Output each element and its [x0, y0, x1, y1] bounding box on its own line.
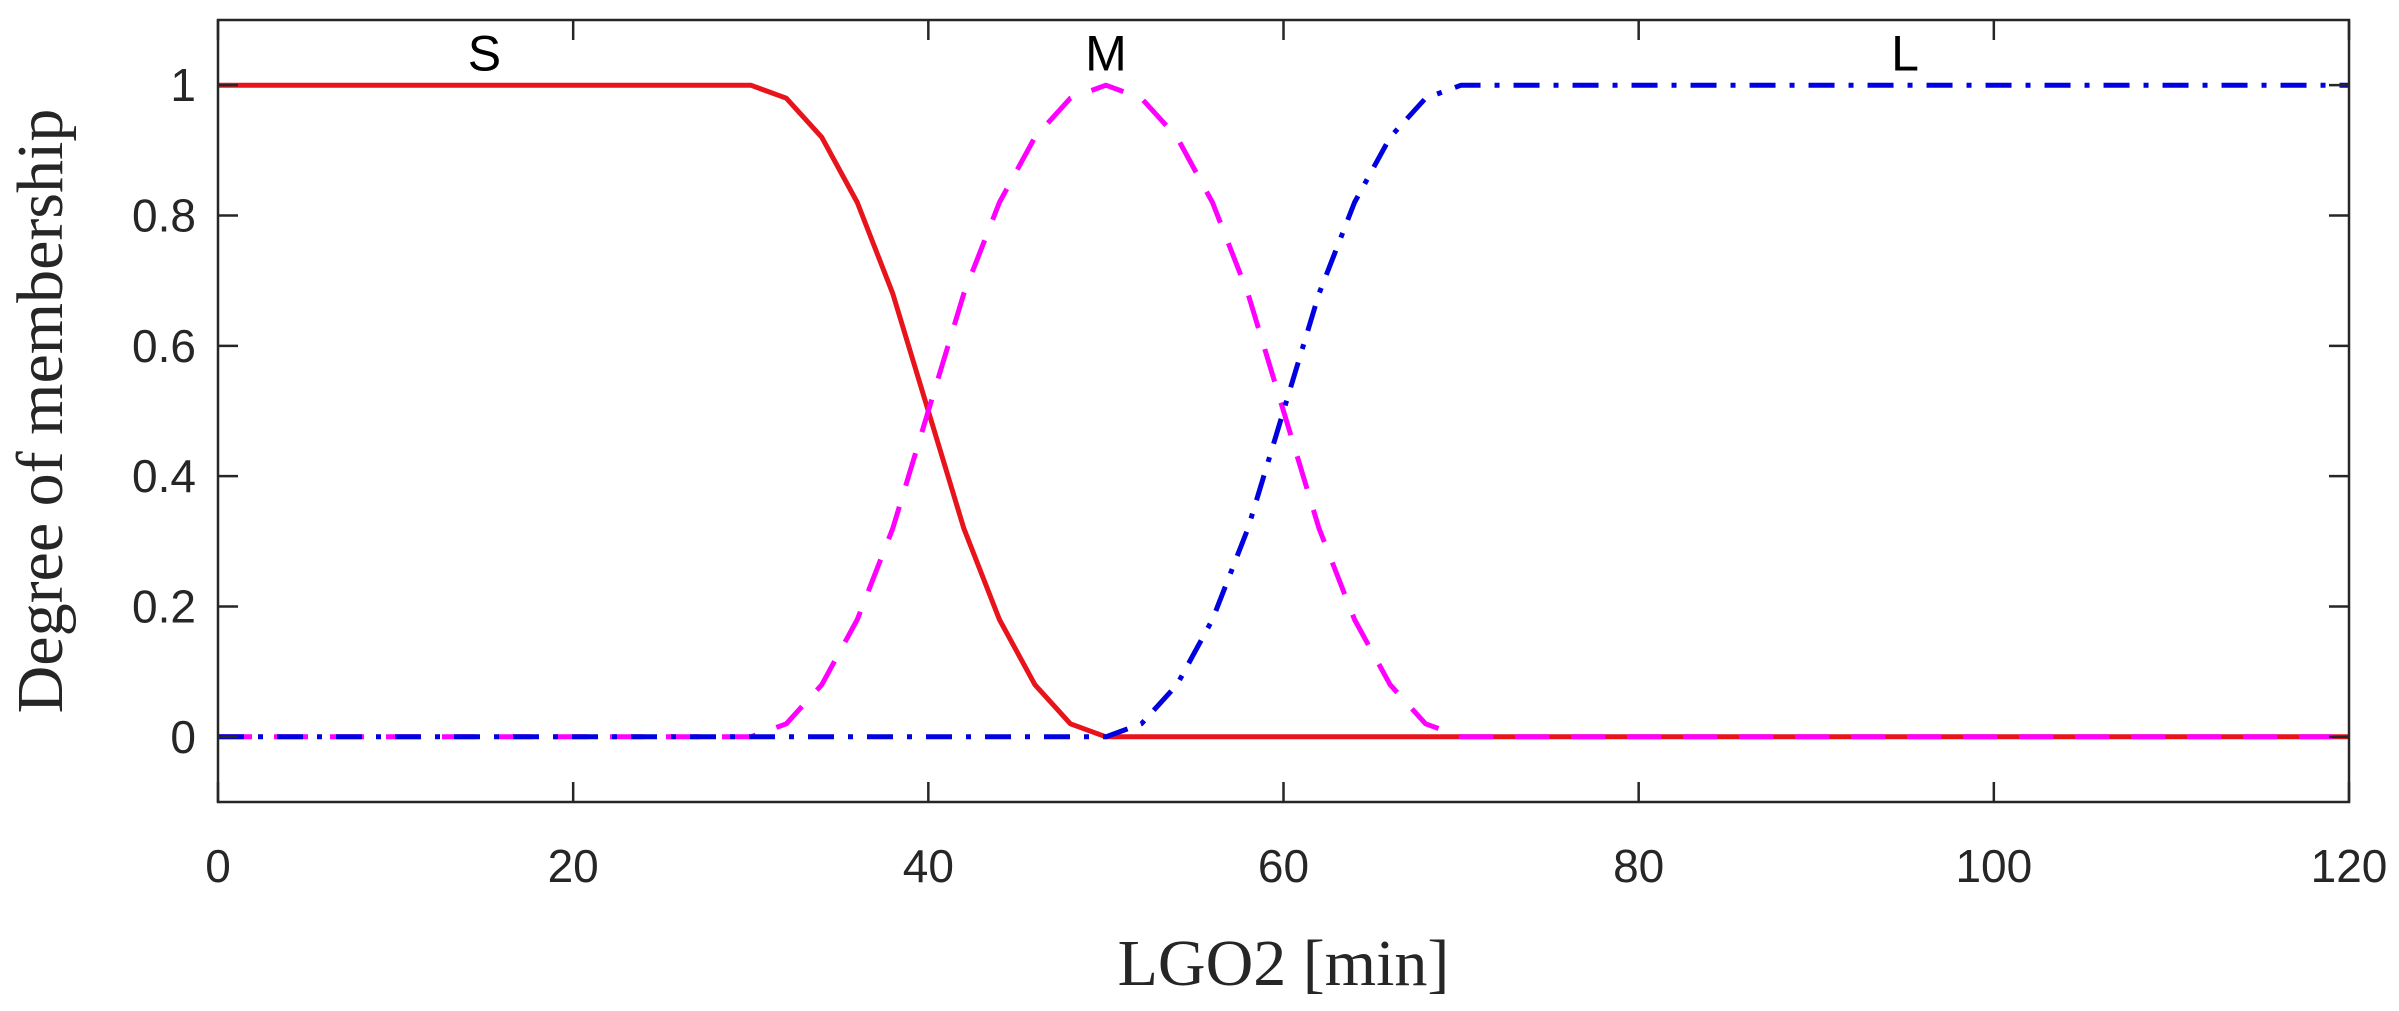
x-axis-label: LGO2 [min]: [1118, 927, 1450, 1000]
x-tick-label: 0: [205, 840, 231, 892]
y-tick-label: 0.4: [132, 450, 196, 502]
y-tick-label: 0.2: [132, 581, 196, 633]
series-M-line: [218, 82, 2349, 740]
y-axis-label: Degree of membership: [4, 109, 77, 714]
x-axis: 0 20 40 60 80 100 120: [205, 20, 2387, 892]
y-tick-label: 0: [170, 711, 196, 763]
y-axis: 0 0.2 0.4 0.6 0.8 1: [132, 59, 2349, 763]
series-L-line: [218, 82, 2349, 740]
x-tick-label: 60: [1258, 840, 1309, 892]
y-tick-label: 1: [170, 59, 196, 111]
x-tick-label: 100: [1955, 840, 2032, 892]
curve-label-M: M: [1085, 26, 1127, 82]
x-tick-label: 20: [548, 840, 599, 892]
y-tick-label: 0.6: [132, 320, 196, 372]
x-tick-label: 120: [2311, 840, 2388, 892]
curve-label-L: L: [1891, 26, 1919, 82]
y-tick-label: 0.8: [132, 190, 196, 242]
x-tick-label: 40: [903, 840, 954, 892]
series-layer: [218, 82, 2349, 740]
curve-label-S: S: [468, 26, 501, 82]
x-tick-label: 80: [1613, 840, 1664, 892]
